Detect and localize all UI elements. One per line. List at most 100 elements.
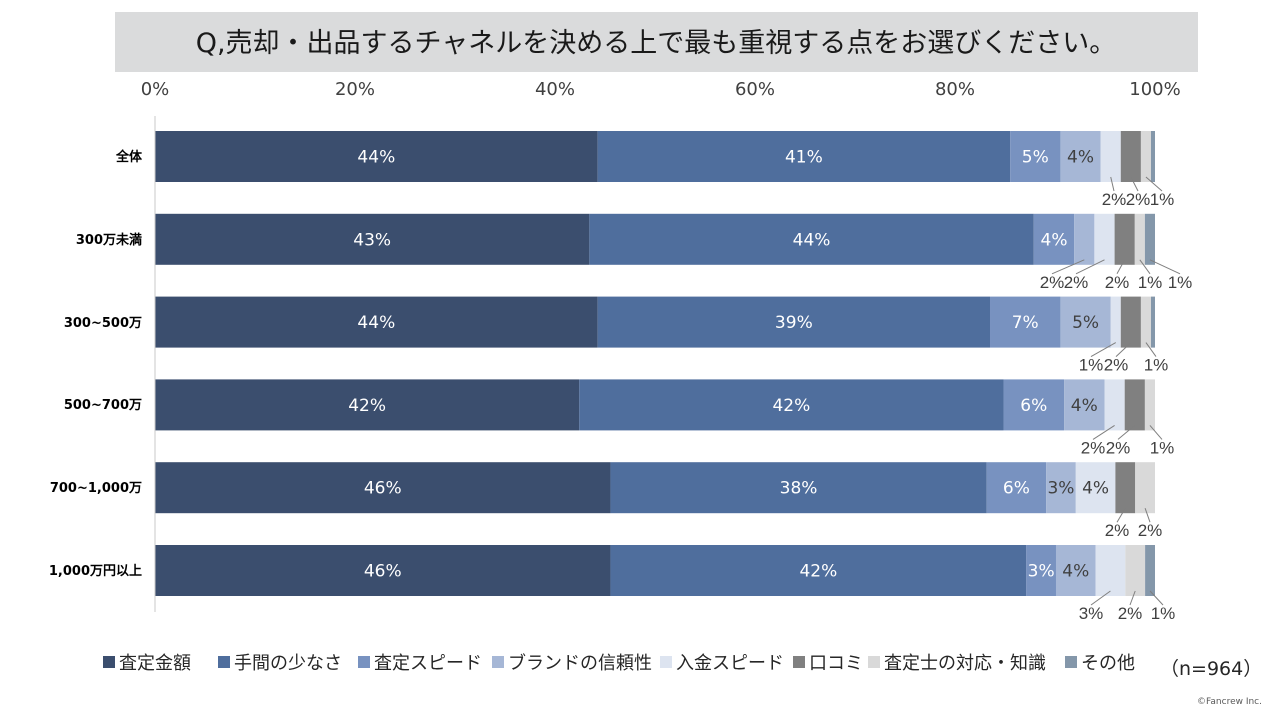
leader-line (1145, 176, 1163, 192)
bar-segment-appraiser-service (1140, 296, 1151, 348)
data-label-low-effort: 39% (775, 313, 813, 333)
data-label-value: 1 (1144, 356, 1153, 375)
data-label-unit: % (1031, 396, 1047, 416)
data-label-value: 38 (780, 479, 802, 499)
data-label-value: 1 (1079, 356, 1088, 375)
bar-segment-brand-trust (1074, 213, 1095, 265)
data-label-unit: % (1159, 438, 1174, 457)
data-label-value: 43 (353, 230, 375, 250)
data-label-other: 1% (1168, 273, 1193, 292)
data-label-unit: % (1177, 273, 1192, 292)
data-label-value: 1 (1150, 190, 1159, 209)
data-label-value: 4 (1062, 562, 1073, 582)
bar-segment-payment-speed (1110, 296, 1121, 348)
data-label-unit: % (1093, 479, 1109, 499)
category-label: 全体 (115, 149, 143, 165)
leader-line (1116, 507, 1126, 523)
data-label-unit: % (807, 148, 823, 168)
legend-item: 口コミ (793, 653, 863, 674)
bar-segment-word-of-mouth (1120, 131, 1141, 182)
bar-segment-low-effort (597, 131, 1011, 182)
data-label-unit: % (821, 562, 837, 582)
bar-segment-low-effort (579, 379, 1004, 431)
leader-line (1110, 176, 1115, 192)
legend-label: 査定士の対応・知識 (884, 653, 1046, 674)
bar-segment-payment-speed (1104, 379, 1125, 431)
data-label-value: 4 (1040, 230, 1051, 250)
bar-segment-assessment-amount (155, 131, 598, 182)
data-label-value: 46 (364, 479, 386, 499)
bar-segment-word-of-mouth (1115, 462, 1136, 514)
leader-line (1117, 425, 1136, 440)
data-label-unit: % (385, 479, 401, 499)
bar-segment-low-effort (610, 462, 987, 514)
legend-swatch (103, 656, 115, 668)
x-tick-label: 40% (535, 79, 575, 100)
category-label: 1,000万円以上 (49, 564, 142, 579)
leader-line (1129, 590, 1136, 606)
bar-segment-assessment-amount (155, 213, 590, 265)
bar-segment-brand-trust (1064, 379, 1105, 431)
data-label-word-of-mouth: 2% (1126, 190, 1151, 209)
data-label-payment-speed: 2% (1102, 190, 1127, 209)
data-label-low-effort: 38% (780, 479, 818, 499)
leader-line (1051, 259, 1085, 275)
bar-segment-word-of-mouth (1124, 379, 1145, 431)
data-label-unit: % (1033, 148, 1049, 168)
data-label-unit: % (814, 230, 830, 250)
legend-label: 口コミ (809, 653, 863, 674)
data-label-unit: % (1073, 273, 1088, 292)
leader-line (1075, 259, 1105, 275)
leader-line (1116, 259, 1126, 275)
data-label-low-effort: 42% (799, 562, 837, 582)
data-label-value: 2 (1104, 356, 1113, 375)
category-label: 700~1,000万 (50, 481, 142, 496)
bar-segment-assessment-amount (155, 545, 611, 596)
bar-segment-payment-speed (1100, 131, 1121, 182)
bar-segment-assessment-amount (155, 379, 580, 431)
data-label-value: 4 (1071, 396, 1082, 416)
legend-swatch (660, 656, 672, 668)
data-label-unit: % (1088, 604, 1103, 623)
data-label-unit: % (797, 313, 813, 333)
data-label-appraiser-service: 1% (1144, 356, 1169, 375)
copyright: ©Fancrew Inc. (1197, 697, 1262, 707)
legend-item: ブランドの信頼性 (492, 652, 652, 674)
data-label-value: 42 (799, 562, 821, 582)
x-tick-label: 0% (141, 79, 170, 100)
bar-segment-word-of-mouth (1114, 213, 1135, 265)
data-label-low-effort: 42% (772, 396, 810, 416)
data-label-unit: % (801, 479, 817, 499)
data-label-brand-trust: 4% (1067, 148, 1094, 168)
data-label-unit: % (1147, 273, 1162, 292)
data-label-word-of-mouth: 2% (1105, 521, 1130, 540)
data-label-brand-trust: 3% (1047, 479, 1074, 499)
bar-segment-word-of-mouth (1120, 296, 1141, 348)
data-label-unit: % (1090, 438, 1105, 457)
data-label-unit: % (1114, 273, 1129, 292)
data-label-brand-trust: 4% (1071, 396, 1098, 416)
legend-swatch (492, 656, 504, 668)
x-tick-label: 100% (1129, 79, 1180, 100)
bar-segment-other (1144, 213, 1155, 265)
legend-item: 査定スピード (358, 653, 482, 674)
category-label: 300万未満 (76, 232, 142, 248)
sample-size: （n=964） (1160, 658, 1262, 680)
data-label-assessment-amount: 46% (364, 479, 402, 499)
legend-label: 手間の少なさ (234, 653, 342, 674)
data-label-value: 2 (1138, 521, 1147, 540)
data-label-payment-speed: 3% (1079, 604, 1104, 623)
legend-label: その他 (1081, 653, 1135, 674)
bar-segment-other (1150, 131, 1155, 182)
bar-segment-other (1150, 296, 1155, 348)
bar-segment-appraiser-service (1134, 213, 1145, 265)
data-label-brand-trust: 4% (1062, 562, 1089, 582)
bar-segment-assessment-speed (1010, 131, 1061, 182)
data-label-unit: % (794, 396, 810, 416)
data-label-value: 2 (1105, 273, 1114, 292)
data-label-value: 4 (1082, 479, 1093, 499)
leader-line (1149, 590, 1164, 606)
legend-swatch (1065, 656, 1077, 668)
data-label-word-of-mouth: 2% (1106, 438, 1131, 457)
leader-line (1144, 508, 1151, 523)
